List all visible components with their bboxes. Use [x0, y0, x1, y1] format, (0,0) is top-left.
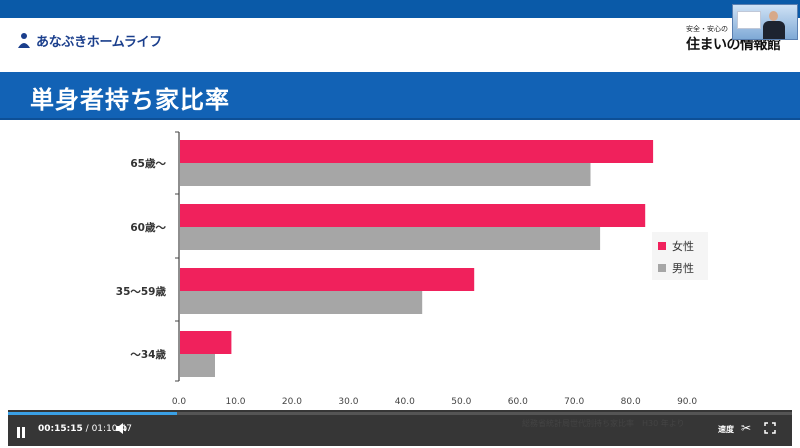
x-tick-label: 0.0 [172, 397, 187, 407]
chart-legend: 女性 男性 [652, 232, 708, 280]
top-banner [0, 0, 800, 18]
bar-female [180, 140, 654, 163]
presenter-video[interactable] [732, 4, 798, 40]
time-separator: / [85, 424, 89, 434]
whiteboard [737, 11, 761, 29]
bar-male [180, 291, 423, 314]
legend-swatch-male [658, 264, 666, 272]
playback-time: 00:15:15 / 01:10:47 [38, 424, 132, 434]
current-time: 00:15:15 [38, 424, 83, 434]
legend-item-male: 男性 [658, 260, 694, 276]
brand-title: 安全・安心の 住まいの情報館 [686, 24, 796, 54]
x-tick-label: 80.0 [621, 397, 641, 407]
speed-button[interactable]: 速度 [718, 425, 734, 434]
logo-text: あなぶきホームライフ [36, 34, 162, 50]
fullscreen-icon[interactable] [764, 422, 776, 434]
slide-title: 単身者持ち家比率 [30, 86, 230, 114]
bar-male [180, 354, 215, 377]
x-tick-label: 20.0 [282, 397, 302, 407]
category-label: 60歳〜 [130, 221, 166, 234]
bar-female [180, 204, 646, 227]
presenter-head [769, 11, 778, 21]
x-tick-label: 10.0 [225, 397, 245, 407]
data-source-note: 総務省統計局世代別持ち家比率 H30 年より [522, 419, 685, 428]
progress-track[interactable] [8, 412, 792, 415]
x-tick-label: 70.0 [564, 397, 584, 407]
x-tick-label: 40.0 [395, 397, 415, 407]
scissors-icon[interactable]: ✂ [741, 421, 752, 435]
pause-icon [17, 427, 20, 438]
progress-fill [8, 412, 177, 415]
brand-subtitle: 安全・安心の [686, 25, 728, 33]
bar-female [180, 331, 232, 354]
bar-female [180, 268, 475, 291]
legend-label-female: 女性 [672, 240, 694, 253]
company-logo: あなぶきホームライフ [16, 30, 162, 50]
bar-male [180, 163, 591, 186]
brand-main-title: 住まいの情報館 [686, 37, 781, 53]
legend-label-male: 男性 [672, 262, 694, 275]
bar-male [180, 227, 601, 250]
bar-chart: 65歳〜 60歳〜 35〜59歳〜34歳 0.0 10.0 20.0 30.0 40.0 50.… [116, 131, 697, 407]
category-label: 〜34歳 [130, 348, 166, 361]
legend-swatch-female [658, 242, 666, 250]
title-bar-edge [0, 118, 800, 120]
pause-icon-bar [22, 427, 25, 438]
logo-icon [18, 33, 30, 48]
presenter-body [763, 21, 785, 39]
pause-button[interactable] [17, 423, 27, 438]
volume-icon[interactable] [115, 422, 129, 435]
x-tick-label: 60.0 [508, 397, 528, 407]
legend-item-female: 女性 [658, 238, 694, 254]
category-label: 35〜59歳 [116, 285, 167, 298]
x-tick-label: 90.0 [677, 397, 697, 407]
total-time: 01:10:47 [91, 424, 132, 434]
category-label: 65歳〜 [130, 157, 166, 170]
slide-title-bar [0, 72, 800, 118]
x-tick-label: 50.0 [451, 397, 471, 407]
video-player-controls [8, 410, 792, 446]
x-tick-label: 30.0 [338, 397, 358, 407]
